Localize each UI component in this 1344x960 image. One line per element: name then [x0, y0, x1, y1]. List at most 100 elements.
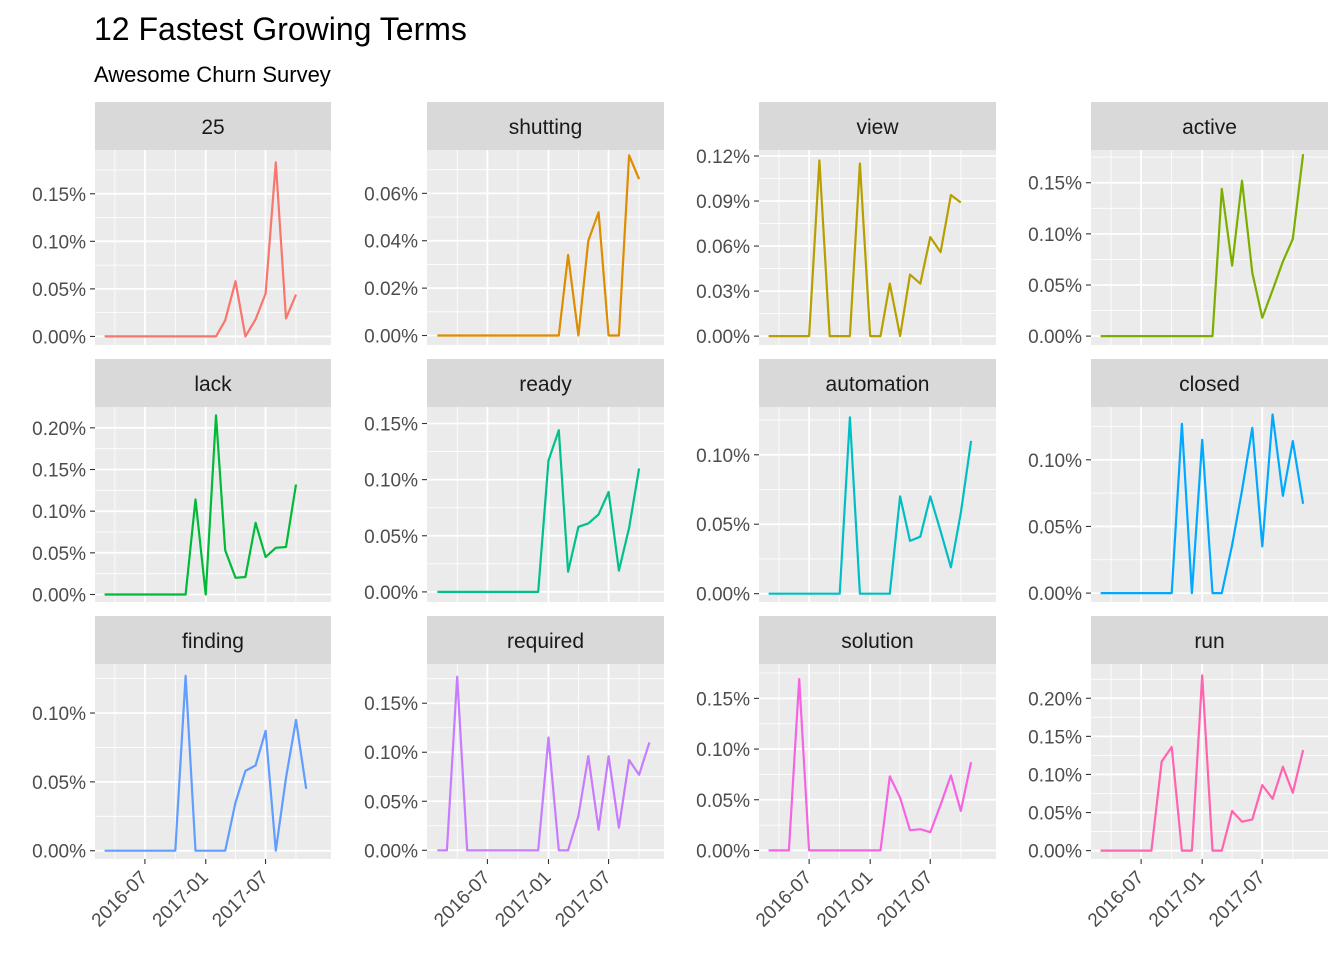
y-tick-label: 0.05% [1028, 276, 1082, 297]
y-tick-label: 0.15% [364, 694, 418, 715]
y-tick-label: 0.20% [32, 419, 86, 440]
y-tick-label: 0.00% [1028, 327, 1082, 348]
series-line-25 [104, 161, 298, 338]
y-tick-label: 0.10% [32, 704, 86, 725]
x-tick-label: 2017-07 [873, 867, 937, 931]
x-tick-label: 2017-07 [1205, 867, 1269, 931]
facet-view: view 0.00% 0.03% 0.06% 0.09% 0.12% [696, 102, 996, 348]
x-tick-label: 2017-07 [208, 867, 272, 931]
panel-background [1091, 664, 1328, 859]
y-tick-label: 0.15% [696, 689, 750, 710]
facet-strip-label: 25 [201, 116, 224, 139]
y-tick-label: 0.03% [696, 282, 750, 303]
y-tick-label: 0.00% [364, 327, 418, 348]
y-tick-label: 0.00% [1028, 842, 1082, 863]
facet-strip [95, 359, 331, 407]
facet-strip-label: automation [826, 373, 930, 396]
x-tick-label: 2017-01 [1145, 867, 1209, 931]
facet-strip [1091, 616, 1328, 664]
facet-strip-label: lack [194, 373, 232, 396]
facet-strip [427, 359, 664, 407]
y-tick-label: 0.05% [696, 515, 750, 536]
x-tick-label: 2017-01 [491, 867, 555, 931]
facet-25: 25 0.00% 0.05% 0.10% 0.15% [32, 102, 331, 348]
facet-run: run0.00%0.05%0.10%0.15%0.20%2016-072017-… [1028, 616, 1328, 931]
y-tick-label: 0.10% [364, 743, 418, 764]
panel-background [759, 150, 996, 345]
y-tick-label: 0.00% [32, 842, 86, 863]
panel-background [1091, 407, 1328, 602]
y-tick-label: 0.05% [696, 791, 750, 812]
facet-strip [759, 359, 996, 407]
facet-strip-label: run [1194, 630, 1224, 653]
facet-strip-label: active [1182, 116, 1237, 139]
facet-strip [427, 616, 664, 664]
facet-lack: lack 0.00% 0.05% 0.10% 0.15% 0.20% [32, 359, 331, 607]
y-tick-label: 0.05% [1028, 517, 1082, 538]
y-tick-label: 0.06% [696, 237, 750, 258]
y-tick-label: 0.15% [364, 415, 418, 436]
y-tick-label: 0.20% [1028, 689, 1082, 710]
y-tick-label: 0.10% [1028, 451, 1082, 472]
y-tick-label: 0.12% [696, 147, 750, 168]
x-tick-label: 2017-07 [552, 867, 616, 931]
y-tick-label: 0.04% [364, 232, 418, 253]
facet-active: active 0.00% 0.05% 0.10% 0.15% [1028, 102, 1328, 348]
y-tick-label: 0.00% [364, 583, 418, 604]
y-tick-label: 0.15% [32, 461, 86, 482]
y-tick-label: 0.09% [696, 192, 750, 213]
facet-strip [1091, 359, 1328, 407]
x-tick-label: 2016-07 [752, 867, 816, 931]
y-tick-label: 0.10% [696, 740, 750, 761]
y-tick-label: 0.10% [32, 232, 86, 253]
y-tick-label: 0.00% [696, 841, 750, 862]
facet-strip [759, 616, 996, 664]
y-tick-label: 0.15% [1028, 174, 1082, 195]
y-tick-label: 0.00% [364, 841, 418, 862]
y-tick-label: 0.00% [32, 327, 86, 348]
x-tick-label: 2017-01 [149, 867, 213, 931]
facet-strip-label: ready [519, 373, 572, 396]
y-tick-label: 0.02% [364, 279, 418, 300]
y-tick-label: 0.15% [1028, 727, 1082, 748]
facet-closed: closed 0.00% 0.05% 0.10% [1028, 359, 1328, 605]
facet-strip-label: view [856, 116, 899, 139]
y-tick-label: 0.05% [364, 527, 418, 548]
y-tick-label: 0.05% [32, 544, 86, 565]
y-tick-label: 0.05% [32, 280, 86, 301]
series-line-lack [104, 414, 298, 596]
facet-strip [1091, 102, 1328, 150]
chart-subtitle: Awesome Churn Survey [94, 62, 331, 87]
facet-panels: 25 0.00% 0.05% 0.10% 0.15% shutting 0.00% 0.02%… [32, 102, 1328, 931]
x-tick-label: 2016-07 [88, 867, 152, 931]
y-tick-label: 0.10% [1028, 225, 1082, 246]
y-tick-label: 0.10% [364, 471, 418, 492]
facet-strip-label: finding [182, 630, 244, 653]
chart-title: 12 Fastest Growing Terms [94, 11, 467, 47]
facet-strip-label: required [507, 630, 584, 653]
y-tick-label: 0.10% [696, 446, 750, 467]
facet-shutting: shutting 0.00% 0.02% 0.04% 0.06% [364, 102, 664, 348]
y-tick-label: 0.10% [32, 502, 86, 523]
facet-required: required0.00%0.05%0.10%0.15%2016-072017-… [364, 616, 664, 931]
x-tick-label: 2016-07 [1084, 867, 1148, 931]
y-tick-label: 0.00% [32, 586, 86, 607]
panel-background [95, 664, 331, 859]
y-tick-label: 0.15% [32, 185, 86, 206]
y-tick-label: 0.00% [696, 327, 750, 348]
series-line-required [437, 675, 651, 852]
facet-ready: ready 0.00% 0.05% 0.10% 0.15% [364, 359, 664, 604]
y-tick-label: 0.00% [696, 585, 750, 606]
facet-strip [95, 102, 331, 150]
panel-background [759, 407, 996, 602]
facet-automation: automation 0.00% 0.05% 0.10% [696, 359, 996, 606]
facet-solution: solution0.00%0.05%0.10%0.15%2016-072017-… [696, 616, 996, 931]
x-tick-label: 2016-07 [430, 867, 494, 931]
y-tick-label: 0.06% [364, 184, 418, 205]
facet-strip [759, 102, 996, 150]
y-tick-label: 0.05% [32, 773, 86, 794]
y-tick-label: 0.10% [1028, 765, 1082, 786]
y-tick-label: 0.05% [1028, 804, 1082, 825]
facet-strip [95, 616, 331, 664]
